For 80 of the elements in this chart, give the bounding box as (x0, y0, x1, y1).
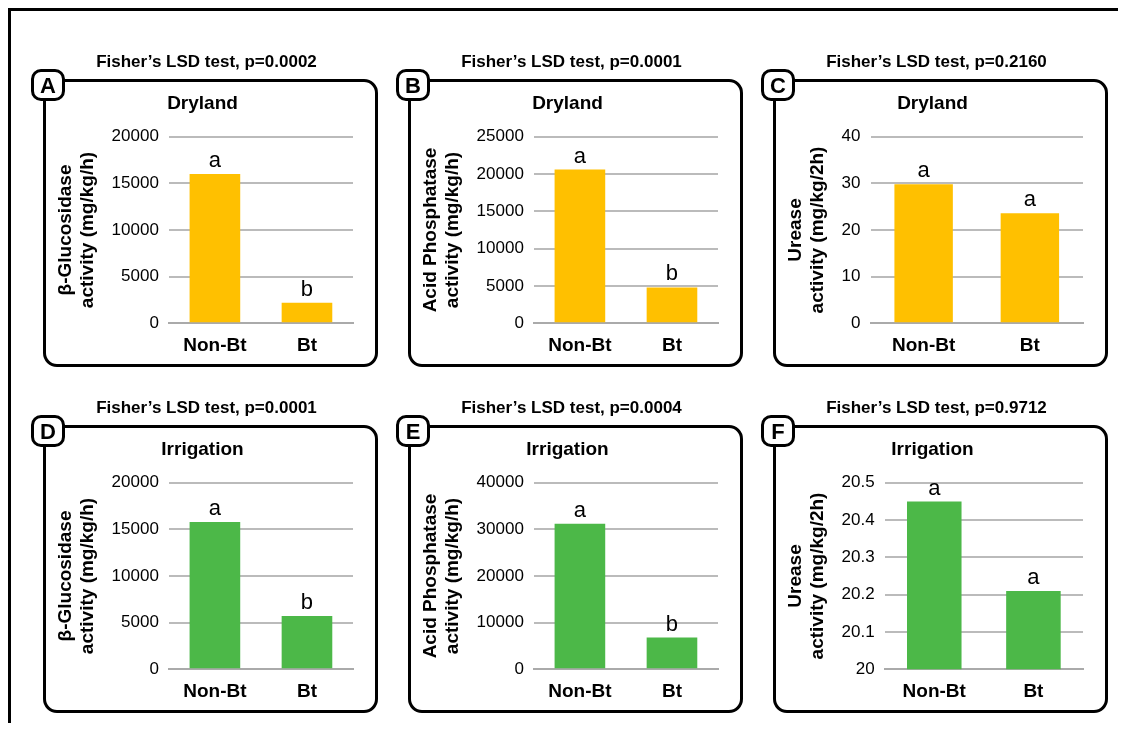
chart-title: Fisher’s LSD test, p=0.0002 (96, 52, 317, 71)
x-tick-label: Non-Bt (548, 333, 613, 355)
y-axis-title: β-Glucosidase activity (mg/kg/h) (53, 151, 98, 309)
x-tick-label: Bt (1023, 679, 1045, 701)
annotation: a (208, 495, 222, 521)
chart-title: Fisher’s LSD test, p=0.0001 (461, 52, 682, 71)
chart-subtitle: Irrigation (526, 437, 609, 459)
y-tick-label: 40000 (476, 472, 524, 492)
y-tick-label: 0 (514, 312, 524, 332)
y-tick-label: 30000 (476, 519, 524, 539)
chart-subtitle: Dryland (897, 91, 968, 113)
chart-subtitle: Dryland (532, 91, 603, 113)
chart-subtitle: Dryland (167, 91, 238, 113)
y-tick-label: 20000 (111, 472, 159, 492)
annotation: a (573, 142, 587, 168)
y-tick-label: 10000 (111, 219, 159, 239)
y-tick-label: 15000 (476, 201, 524, 221)
x-tick-label: Non-Bt (183, 333, 248, 355)
y-tick-label: 10 (841, 266, 861, 286)
text: E (396, 415, 430, 447)
chart-title: Fisher’s LSD test, p=0.0001 (96, 398, 317, 417)
annotation: a (573, 496, 587, 522)
x-tick-label: Bt (661, 333, 683, 355)
annotation: a (928, 474, 942, 500)
x-tick-label: Non-Bt (902, 679, 967, 701)
x-tick-label: Bt (1019, 333, 1041, 355)
y-tick-label: 15000 (111, 173, 159, 193)
x-tick-label: Bt (661, 679, 683, 701)
chart-title: Fisher’s LSD test, p=0.2160 (826, 52, 1047, 71)
y-tick-label: 20.5 (841, 472, 875, 492)
y-tick-label: 20 (841, 219, 861, 239)
y-axis-title: β-Glucosidase activity (mg/kg/h) (53, 497, 98, 655)
x-tick-label: Bt (296, 679, 318, 701)
annotation: a (1027, 563, 1041, 589)
y-tick-label: 20 (855, 658, 875, 678)
x-tick-label: Bt (296, 333, 318, 355)
y-axis-title: Urease activity (mg/kg/2h) (783, 146, 828, 314)
y-tick-label: 10000 (476, 238, 524, 258)
chart-subtitle: Irrigation (891, 437, 974, 459)
y-tick-label: 5000 (486, 275, 524, 295)
chart-title: Fisher’s LSD test, p=0.9712 (826, 398, 1047, 417)
y-tick-label: 20000 (476, 163, 524, 183)
annotation: b (665, 610, 679, 636)
annotation: b (300, 275, 314, 301)
annotation: a (917, 157, 931, 183)
annotation: b (665, 260, 679, 286)
text: A (31, 69, 65, 101)
y-tick-label: 20.3 (841, 547, 875, 567)
y-tick-label: 5000 (121, 612, 159, 632)
text: F (761, 415, 795, 447)
y-axis-title: Acid Phosphatase activity (mg/kg/h) (418, 147, 463, 313)
y-tick-label: 20000 (476, 565, 524, 585)
y-tick-label: 0 (514, 658, 524, 678)
text: B (396, 69, 430, 101)
y-tick-label: 10000 (476, 612, 524, 632)
y-tick-label: 20000 (111, 126, 159, 146)
x-tick-label: Non-Bt (548, 679, 613, 701)
y-tick-label: 30 (841, 173, 861, 193)
y-tick-label: 25000 (476, 126, 524, 146)
y-tick-label: 0 (149, 312, 159, 332)
y-axis-title: Urease activity (mg/kg/2h) (783, 492, 828, 660)
text: C (761, 69, 795, 101)
y-tick-label: 40 (841, 126, 861, 146)
y-tick-label: 15000 (111, 519, 159, 539)
y-tick-label: 0 (851, 312, 861, 332)
annotation: a (208, 147, 222, 173)
x-tick-label: Non-Bt (183, 679, 248, 701)
chart-subtitle: Irrigation (161, 437, 244, 459)
annotation: b (300, 589, 314, 615)
y-tick-label: 20.4 (841, 509, 875, 529)
y-tick-label: 10000 (111, 565, 159, 585)
x-tick-label: Non-Bt (891, 333, 956, 355)
annotation: a (1023, 186, 1037, 212)
y-tick-label: 5000 (121, 266, 159, 286)
text: D (31, 415, 65, 447)
chart-title: Fisher’s LSD test, p=0.0004 (461, 398, 682, 417)
y-tick-label: 20.1 (841, 621, 875, 641)
y-axis-title: Acid Phosphatase activity (mg/kg/h) (418, 493, 463, 659)
y-tick-label: 20.2 (841, 584, 875, 604)
y-tick-label: 0 (149, 658, 159, 678)
